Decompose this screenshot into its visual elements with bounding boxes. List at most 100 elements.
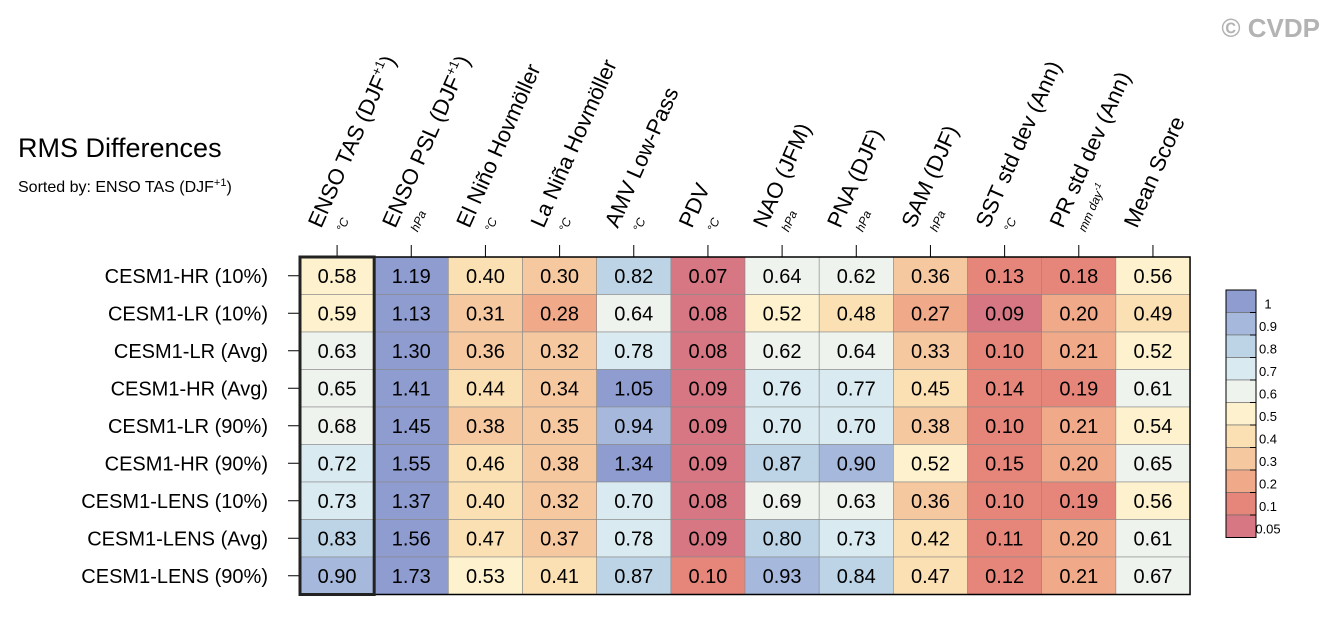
heatmap-cell <box>1041 406 1117 445</box>
cell-value-label: 0.62 <box>837 266 876 288</box>
column-label: Mean Score <box>1119 112 1190 231</box>
heatmap-cell <box>522 444 597 483</box>
heatmap-cell <box>967 481 1043 520</box>
cell-value-label: 0.70 <box>763 416 802 438</box>
cell-value-label: 0.93 <box>763 566 802 588</box>
cell-value-label: 0.36 <box>911 491 950 513</box>
heatmap-cell <box>1041 444 1117 483</box>
heatmap-cell <box>670 556 746 595</box>
cell-value-label: 0.53 <box>466 566 505 588</box>
cell-value-label: 0.19 <box>1059 378 1098 400</box>
cell-value-label: 1.45 <box>392 416 431 438</box>
heatmap-cell <box>596 256 672 295</box>
colorbar-swatch <box>1225 447 1257 471</box>
cell-value-label: 0.72 <box>318 453 357 475</box>
colorbar-swatch <box>1225 402 1257 426</box>
colorbar-label: 1 <box>1264 297 1271 312</box>
cell-value-label: 0.63 <box>837 491 876 513</box>
heatmap-cell <box>670 481 746 520</box>
column-unit: hPa <box>853 208 875 233</box>
heatmap-cell <box>1115 294 1191 333</box>
heatmap-cell <box>967 294 1043 333</box>
cell-value-label: 0.38 <box>466 416 505 438</box>
cell-value-label: 1.55 <box>392 453 431 475</box>
cell-value-label: 0.41 <box>540 566 579 588</box>
colorbar-swatch <box>1225 424 1257 448</box>
heatmap-cell <box>1115 519 1191 558</box>
heatmap-cell <box>818 481 894 520</box>
heatmap-cell <box>893 294 968 333</box>
cell-value-label: 0.09 <box>688 378 727 400</box>
heatmap-cell-values: 0.58 1.19 0.40 0.30 0.82 0.07 0.64 0.62 0.36 0.13… <box>318 266 1173 588</box>
cell-value-label: 0.46 <box>466 453 505 475</box>
heatmap-cell <box>967 369 1043 408</box>
cell-value-label: 0.32 <box>540 491 579 513</box>
heatmap-cell <box>744 369 820 408</box>
column-label-text: Mean Score <box>1119 112 1190 231</box>
cell-value-label: 0.70 <box>837 416 876 438</box>
cell-value-label: 0.65 <box>1133 453 1172 475</box>
cell-value-label: 0.87 <box>763 453 802 475</box>
heatmap-cell <box>1115 481 1191 520</box>
heatmap-cell <box>744 519 820 558</box>
sorted-column-highlight <box>298 255 376 596</box>
cell-value-label: 0.27 <box>911 303 950 325</box>
heatmap-cell <box>893 256 968 295</box>
cell-value-label: 0.21 <box>1059 341 1098 363</box>
heatmap-cell <box>448 369 523 408</box>
cell-value-label: 0.20 <box>1059 528 1098 550</box>
cell-value-label: 0.20 <box>1059 453 1098 475</box>
heatmap-cell <box>299 556 375 595</box>
cell-value-label: 0.70 <box>614 491 653 513</box>
heatmap-cell <box>596 519 672 558</box>
cell-value-label: 0.15 <box>985 453 1024 475</box>
cell-value-label: 0.10 <box>688 566 727 588</box>
heatmap-cell <box>373 519 449 558</box>
cell-value-label: 0.09 <box>985 303 1024 325</box>
column-unit: hPa <box>927 208 949 233</box>
cell-value-label: 0.67 <box>1133 566 1172 588</box>
heatmap-cell <box>893 406 968 445</box>
cell-value-label: 0.38 <box>540 453 579 475</box>
cell-value-label: 0.69 <box>763 491 802 513</box>
cell-value-label: 0.09 <box>688 453 727 475</box>
heatmap-cell <box>893 444 968 483</box>
cell-value-label: 0.12 <box>985 566 1024 588</box>
cell-value-label: 0.82 <box>614 266 653 288</box>
cell-value-label: 0.78 <box>614 341 653 363</box>
column-label: SAM (DJF)hPa <box>896 122 963 234</box>
heatmap-cell <box>893 481 968 520</box>
column-unit: °C <box>704 215 722 233</box>
heatmap-cell <box>448 481 523 520</box>
row-label: CESM1-LENS (Avg) <box>87 528 268 550</box>
cell-value-label: 0.56 <box>1133 491 1172 513</box>
heatmap-cell <box>522 556 597 595</box>
heatmap-cell <box>373 256 449 295</box>
heatmap-cell <box>893 519 968 558</box>
column-label-text: SAM (DJF) <box>896 122 963 232</box>
column-label-text: PNA (DJF) <box>822 125 888 231</box>
cell-value-label: 0.84 <box>837 566 876 588</box>
colorbar-label: 0.7 <box>1259 364 1277 379</box>
heatmap-cell <box>744 331 820 370</box>
cell-value-label: 0.73 <box>837 528 876 550</box>
heatmap-cell <box>818 519 894 558</box>
cell-value-label: 0.64 <box>614 303 653 325</box>
colorbar-swatch <box>1225 289 1257 313</box>
cell-value-label: 1.56 <box>392 528 431 550</box>
heatmap-cell <box>299 294 375 333</box>
heatmap-cell <box>818 256 894 295</box>
heatmap-cell <box>522 406 597 445</box>
heatmap-cell <box>818 294 894 333</box>
colorbar: 1 0.9 0.8 0.7 0.6 0.5 0.4 0.3 0.2 0.1 0.05 <box>1225 289 1281 538</box>
heatmap-cell <box>1041 256 1117 295</box>
row-label: CESM1-HR (Avg) <box>111 378 268 400</box>
heatmap-cell <box>967 556 1043 595</box>
cell-value-label: 0.45 <box>911 378 950 400</box>
cell-value-label: 0.94 <box>614 416 653 438</box>
cell-value-label: 0.65 <box>318 378 357 400</box>
heatmap-cell <box>744 481 820 520</box>
column-unit: °C <box>482 215 500 233</box>
cell-value-label: 0.14 <box>985 378 1024 400</box>
cell-value-label: 0.47 <box>466 528 505 550</box>
